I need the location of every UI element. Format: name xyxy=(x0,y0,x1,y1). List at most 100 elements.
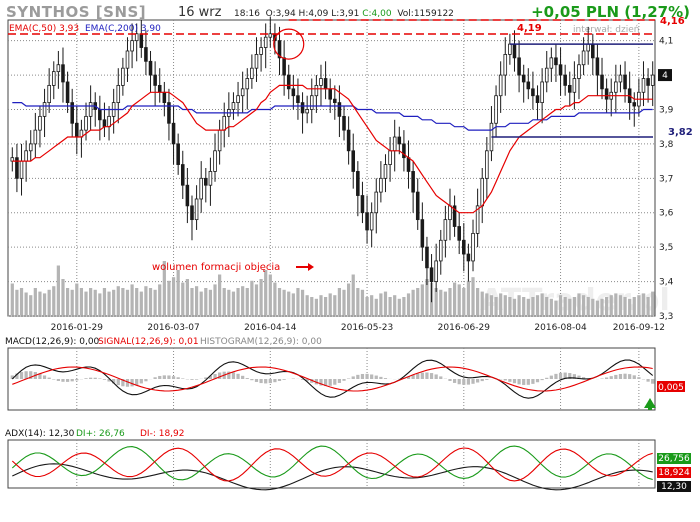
macd-histogram-bar xyxy=(374,375,378,379)
volume-bar xyxy=(637,295,641,315)
macd-histogram-bar xyxy=(194,379,199,380)
macd-value-text: 0,005 xyxy=(658,383,684,393)
macd-line xyxy=(11,359,654,399)
macd-histogram-bar xyxy=(480,379,484,382)
candle-body xyxy=(337,102,342,117)
volume-bar xyxy=(480,291,484,315)
candle-body xyxy=(604,88,609,100)
candle-body xyxy=(632,102,637,107)
volume-bar xyxy=(614,293,618,315)
resistance-label-lower: 4,16 xyxy=(660,16,685,27)
volume-bar xyxy=(448,288,452,315)
y-tick-label: 3,3 xyxy=(659,312,673,322)
candle-body xyxy=(254,54,259,69)
macd-histogram-bar xyxy=(342,379,346,381)
volume-bar xyxy=(581,295,586,315)
candle-body xyxy=(319,78,323,86)
adx-legend: ADX(14): 12,30 xyxy=(5,429,75,439)
macd-histogram-bar xyxy=(554,373,558,379)
volume-bar xyxy=(227,289,231,315)
volume-bar xyxy=(508,297,512,315)
macd-histogram-bar xyxy=(38,373,42,379)
volume-bar xyxy=(623,297,627,315)
volume-bar xyxy=(291,293,295,315)
x-tick-label: 2016-06-29 xyxy=(438,323,491,333)
volume-bar xyxy=(591,298,595,315)
macd-histogram-bar xyxy=(448,379,452,381)
adx-value-badge xyxy=(657,481,691,492)
volume-bar xyxy=(61,279,65,315)
macd-histogram-bar xyxy=(264,379,268,384)
volume-bar xyxy=(485,293,489,315)
support-label: 3,82 xyxy=(668,127,693,138)
candle-body xyxy=(374,191,379,214)
candle-body xyxy=(485,150,489,179)
candle-body xyxy=(236,95,240,104)
candle-body xyxy=(56,64,61,73)
macd-histogram-bar xyxy=(476,379,480,383)
candle-body xyxy=(75,122,79,138)
macd-histogram-bar xyxy=(581,377,586,379)
candle-body xyxy=(65,81,70,104)
di-minus-legend: DI-: 18,92 xyxy=(140,429,185,439)
macd-histogram-bar xyxy=(84,378,88,379)
macd-histogram-bar xyxy=(213,373,217,379)
macd-histogram-bar xyxy=(457,379,461,385)
candle-body xyxy=(406,157,411,172)
volume-bar xyxy=(337,288,342,315)
volume-bar xyxy=(526,298,530,315)
macd-histogram-bar xyxy=(517,379,521,385)
volume-bar xyxy=(56,265,60,315)
candle-body xyxy=(134,33,139,42)
candle-body xyxy=(614,81,618,93)
candle-body xyxy=(365,212,369,231)
di-plus-legend: DI+: 26,76 xyxy=(76,429,125,439)
candle-body xyxy=(600,74,604,90)
legend-ema200: EMA(C,200) 3,90 xyxy=(85,24,161,34)
di-minus-line xyxy=(11,447,653,482)
macd-histogram-bar xyxy=(628,374,632,379)
macd-histogram-bar xyxy=(623,373,627,379)
y-tick-label: 3,9 xyxy=(659,105,674,115)
candle-body xyxy=(116,84,121,104)
macd-histogram-bar xyxy=(535,379,540,383)
candle-body xyxy=(296,95,300,104)
macd-histogram-bar xyxy=(360,373,365,379)
candle-body xyxy=(517,57,521,76)
volume-bar xyxy=(628,298,632,315)
candle-body xyxy=(259,47,263,55)
volume-bar xyxy=(411,289,415,315)
volume-bar xyxy=(517,295,521,315)
volume-bar xyxy=(632,297,636,315)
volume-bar xyxy=(388,297,392,315)
candle-body xyxy=(342,115,346,131)
candle-body xyxy=(213,150,217,172)
macd-histogram-bar xyxy=(568,373,572,379)
volume-bar xyxy=(360,289,365,315)
volume-bar xyxy=(231,291,236,315)
candle-body xyxy=(250,67,254,79)
volume-bar xyxy=(305,295,309,315)
macd-histogram-bar xyxy=(112,379,116,384)
candle-body xyxy=(351,150,356,172)
volume-bar xyxy=(319,295,323,315)
time-label: 18:16 xyxy=(234,9,260,19)
macd-histogram-bar xyxy=(10,375,14,379)
volume-bar xyxy=(600,298,604,315)
macd-histogram-bar xyxy=(420,372,424,379)
macd-value-badge xyxy=(657,381,685,392)
y-tick-label: 3,5 xyxy=(659,243,673,253)
candle-body xyxy=(190,205,194,221)
candle-body xyxy=(328,88,332,100)
candle-body xyxy=(540,81,544,104)
resistance-label-upper: 4,19 xyxy=(517,23,542,34)
peak-highlight-circle xyxy=(273,28,305,60)
macd-histogram-bar xyxy=(365,373,369,379)
low-label: L:3,91 xyxy=(331,9,360,19)
volume-bar xyxy=(199,291,203,315)
candle-body xyxy=(438,239,443,262)
candle-body xyxy=(130,40,134,52)
candle-body xyxy=(176,143,180,165)
volume-bar xyxy=(347,283,351,315)
